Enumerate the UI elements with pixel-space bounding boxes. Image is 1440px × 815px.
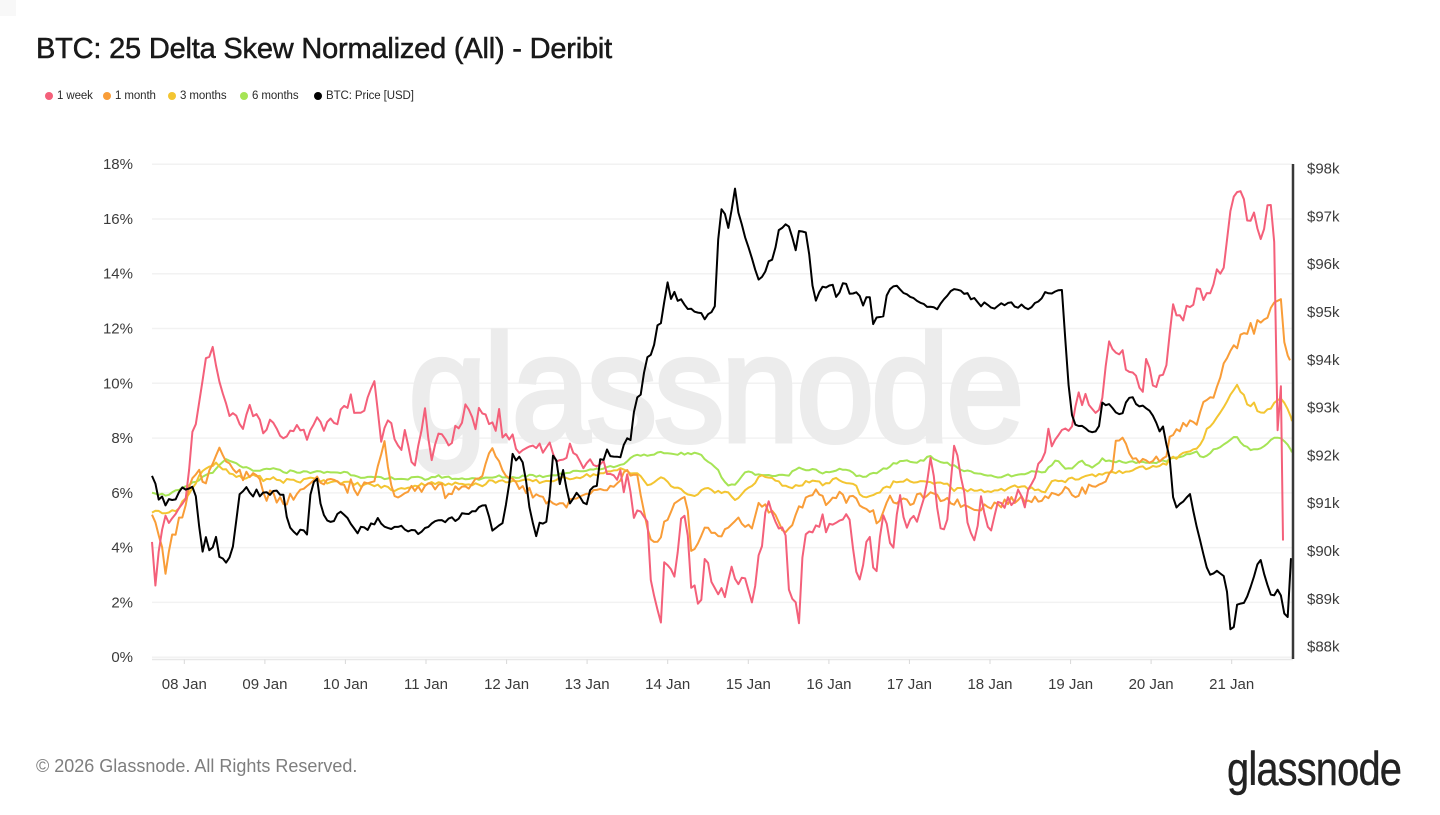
svg-text:13 Jan: 13 Jan bbox=[565, 676, 610, 693]
svg-text:09 Jan: 09 Jan bbox=[242, 676, 287, 693]
svg-text:18%: 18% bbox=[103, 156, 133, 173]
svg-text:16 Jan: 16 Jan bbox=[806, 676, 851, 693]
svg-text:14 Jan: 14 Jan bbox=[645, 676, 690, 693]
svg-text:$96k: $96k bbox=[1307, 256, 1340, 273]
svg-text:$93k: $93k bbox=[1307, 400, 1340, 417]
svg-text:12 Jan: 12 Jan bbox=[484, 676, 529, 693]
svg-text:4%: 4% bbox=[111, 540, 133, 557]
svg-text:6%: 6% bbox=[111, 485, 133, 502]
svg-text:15 Jan: 15 Jan bbox=[726, 676, 771, 693]
svg-text:11 Jan: 11 Jan bbox=[404, 676, 448, 693]
svg-text:16%: 16% bbox=[103, 211, 133, 228]
svg-text:$88k: $88k bbox=[1307, 639, 1340, 656]
svg-text:$91k: $91k bbox=[1307, 495, 1340, 512]
svg-text:21 Jan: 21 Jan bbox=[1209, 676, 1254, 693]
svg-text:18 Jan: 18 Jan bbox=[967, 676, 1012, 693]
svg-text:$95k: $95k bbox=[1307, 304, 1340, 321]
svg-text:14%: 14% bbox=[103, 266, 133, 283]
svg-text:8%: 8% bbox=[111, 430, 133, 447]
svg-text:glassnode: glassnode bbox=[409, 304, 1022, 474]
svg-text:0%: 0% bbox=[111, 649, 133, 666]
svg-text:17 Jan: 17 Jan bbox=[887, 676, 932, 693]
svg-text:$89k: $89k bbox=[1307, 591, 1340, 608]
svg-text:$92k: $92k bbox=[1307, 447, 1340, 464]
svg-text:10 Jan: 10 Jan bbox=[323, 676, 368, 693]
svg-text:$94k: $94k bbox=[1307, 352, 1340, 369]
svg-text:2%: 2% bbox=[111, 594, 133, 611]
svg-text:20 Jan: 20 Jan bbox=[1129, 676, 1174, 693]
svg-text:08 Jan: 08 Jan bbox=[162, 676, 207, 693]
svg-text:10%: 10% bbox=[103, 375, 133, 392]
svg-text:12%: 12% bbox=[103, 321, 133, 338]
svg-text:$90k: $90k bbox=[1307, 543, 1340, 560]
svg-text:$98k: $98k bbox=[1307, 161, 1340, 178]
svg-text:19 Jan: 19 Jan bbox=[1048, 676, 1093, 693]
svg-text:$97k: $97k bbox=[1307, 208, 1340, 225]
